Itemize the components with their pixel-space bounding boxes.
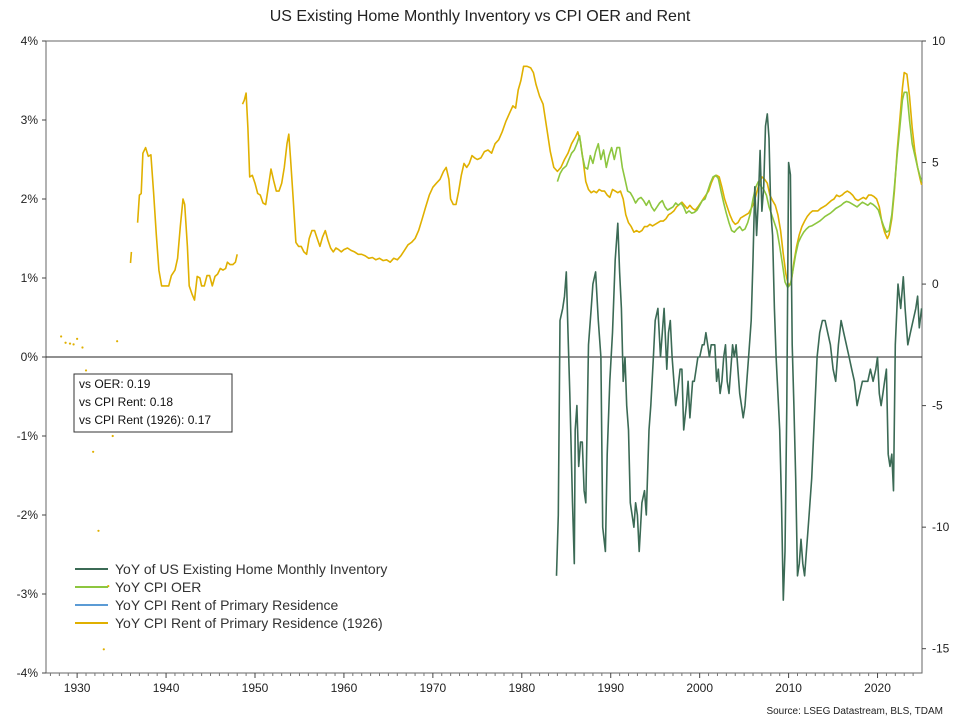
x-tick-label: 1940 [153,681,180,695]
y-right-tick-label: -15 [932,642,950,656]
series-dot [72,343,75,346]
series-dot [60,335,63,338]
series-dot [68,342,72,345]
y-left-tick-label: 4% [21,34,39,48]
x-tick-label: 1980 [508,681,535,695]
x-tick-label: 1960 [331,681,358,695]
x-tick-label: 2010 [775,681,802,695]
series-dot [84,369,88,372]
legend-label-inventory: YoY of US Existing Home Monthly Inventor… [115,561,387,577]
legend-label-oer: YoY CPI OER [115,579,201,595]
y-right-tick-label: 0 [932,277,939,291]
y-left-tick-label: -1% [17,429,39,443]
y-left-tick-label: 0% [21,350,39,364]
x-tick-label: 1990 [597,681,624,695]
correlation-box: vs OER: 0.19 vs CPI Rent: 0.18 vs CPI Re… [73,373,233,433]
series-dot [102,648,105,651]
y-right-tick-label: 10 [932,34,946,48]
series-layer [60,65,923,651]
correlation-box-frame [73,373,233,433]
series-dot [64,341,67,344]
series-dot [97,529,100,532]
x-tick-label: 2020 [864,681,891,695]
series-line-yoy-cpi-rent-of-primary-residence-1926 [129,65,923,301]
correlation-cpi-rent-1926: vs CPI Rent (1926): 0.17 [79,413,211,427]
x-tick-label: 2000 [686,681,713,695]
chart-title: US Existing Home Monthly Inventory vs CP… [270,8,691,25]
x-tick-label: 1950 [242,681,269,695]
legend-label-rent: YoY CPI Rent of Primary Residence [115,597,339,613]
y-right-tick-label: -5 [932,399,943,413]
y-left-tick-label: 3% [21,113,39,127]
y-right-tick-label: 5 [932,156,939,170]
y-right-tick-label: -10 [932,520,950,534]
y-left-tick-label: -4% [17,666,39,680]
y-left-tick-label: 2% [21,192,39,206]
x-axis: 1930 1940 1950 1960 1970 1980 1990 2000 2010 2020 [49,673,914,695]
correlation-oer: vs OER: 0.19 [79,377,151,391]
y-left-tick-label: -2% [17,508,39,522]
y-left-tick-label: -3% [17,587,39,601]
series-dot [81,346,84,349]
y-right-axis: 10 5 0 -5 -10 -15 [922,34,950,656]
series-dot [92,450,95,453]
series-dot [116,340,119,343]
correlation-cpi-rent: vs CPI Rent: 0.18 [79,395,173,409]
series-dot [111,434,114,438]
y-left-axis: 4% 3% 2% 1% 0% -1% -2% -3% -4% [17,34,46,680]
series-line-yoy-cpi-oer [556,91,923,289]
x-tick-label: 1930 [64,681,91,695]
y-left-tick-label: 1% [21,271,39,285]
x-tick-label: 1970 [420,681,447,695]
series-dot [76,337,79,340]
legend-label-rent-1926: YoY CPI Rent of Primary Residence (1926) [115,615,383,631]
source-note: Source: LSEG Datastream, BLS, TDAM [766,706,943,717]
series-line-yoy-of-us-existing-home-monthly-inventory [555,113,923,601]
legend: YoY of US Existing Home Monthly Inventor… [75,561,387,631]
